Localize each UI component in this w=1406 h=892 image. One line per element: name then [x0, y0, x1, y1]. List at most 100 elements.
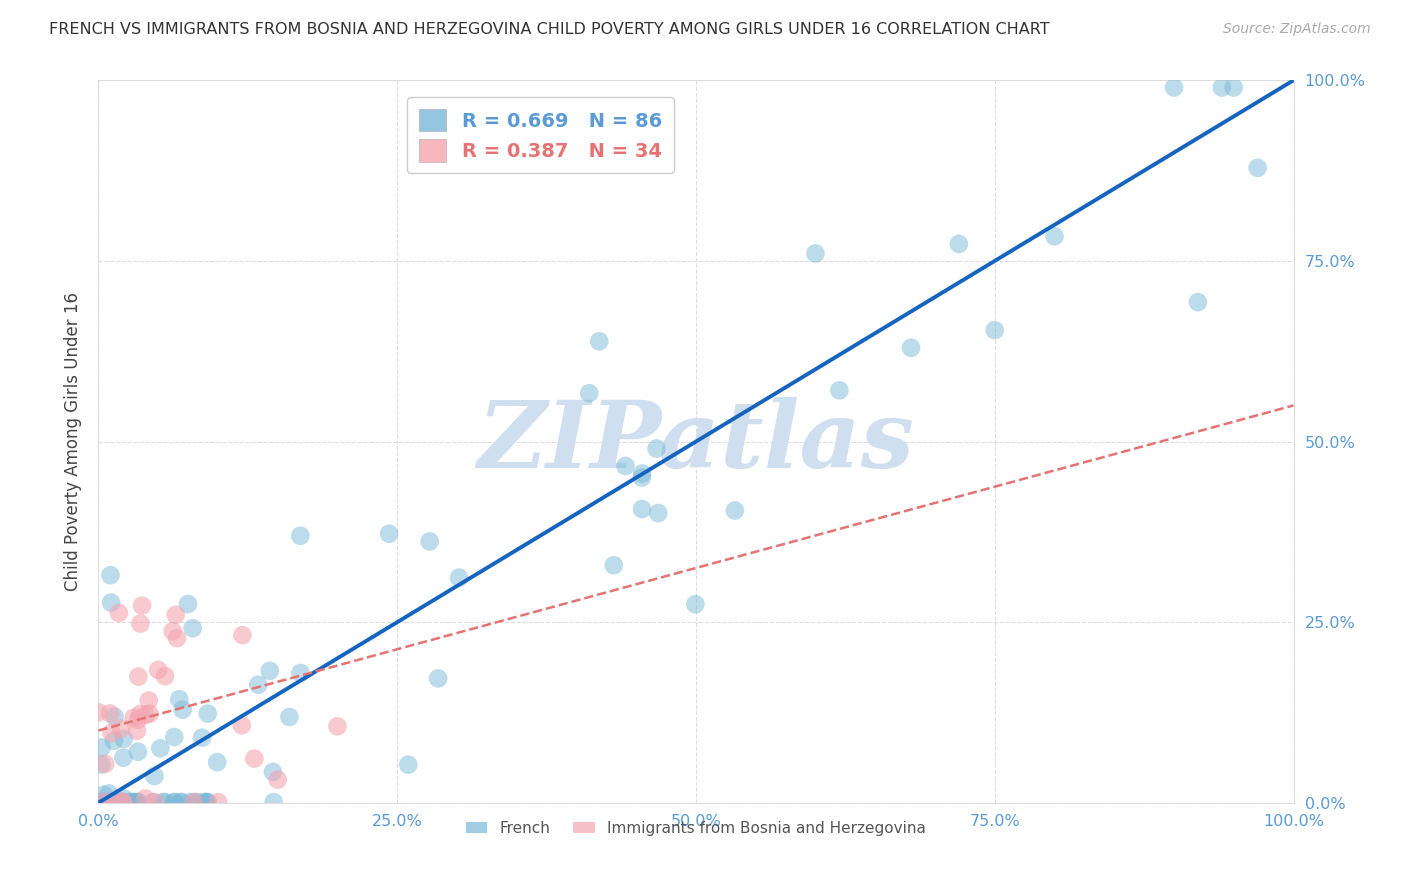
French — [121, 795, 143, 809]
French — [191, 731, 214, 745]
French — [149, 741, 172, 756]
French — [948, 236, 970, 251]
French — [195, 795, 218, 809]
French — [631, 502, 654, 516]
French — [103, 734, 125, 748]
French — [262, 764, 284, 779]
French — [685, 597, 707, 611]
Immigrants from Bosnia and Herzegovina — [135, 707, 157, 722]
French — [396, 757, 419, 772]
French — [1187, 295, 1209, 310]
French — [89, 795, 111, 809]
French — [724, 503, 747, 517]
Immigrants from Bosnia and Herzegovina — [183, 795, 205, 809]
Immigrants from Bosnia and Herzegovina — [153, 669, 176, 683]
French — [290, 665, 312, 680]
French — [194, 795, 217, 809]
French — [197, 795, 219, 809]
Immigrants from Bosnia and Herzegovina — [125, 723, 148, 738]
Immigrants from Bosnia and Herzegovina — [326, 719, 349, 733]
Immigrants from Bosnia and Herzegovina — [243, 751, 266, 765]
Immigrants from Bosnia and Herzegovina — [134, 791, 156, 805]
French — [124, 795, 146, 809]
Immigrants from Bosnia and Herzegovina — [138, 693, 160, 707]
French — [112, 731, 135, 746]
French — [278, 710, 301, 724]
Immigrants from Bosnia and Herzegovina — [162, 624, 184, 639]
Immigrants from Bosnia and Herzegovina — [127, 669, 149, 683]
Immigrants from Bosnia and Herzegovina — [131, 599, 153, 613]
Immigrants from Bosnia and Herzegovina — [231, 718, 253, 732]
French — [177, 597, 200, 611]
Immigrants from Bosnia and Herzegovina — [98, 795, 122, 809]
Legend: French, Immigrants from Bosnia and Herzegovina: French, Immigrants from Bosnia and Herze… — [460, 815, 932, 842]
French — [110, 795, 132, 809]
French — [631, 467, 654, 481]
French — [630, 470, 652, 484]
French — [804, 246, 827, 260]
French — [142, 795, 165, 809]
French — [183, 795, 205, 809]
French — [112, 795, 135, 809]
French — [263, 795, 285, 809]
Text: Source: ZipAtlas.com: Source: ZipAtlas.com — [1223, 22, 1371, 37]
French — [259, 664, 281, 678]
French — [181, 621, 204, 635]
Text: ZIPatlas: ZIPatlas — [478, 397, 914, 486]
French — [1211, 80, 1233, 95]
Immigrants from Bosnia and Herzegovina — [110, 722, 132, 736]
Immigrants from Bosnia and Herzegovina — [111, 795, 134, 809]
Immigrants from Bosnia and Herzegovina — [127, 713, 149, 727]
French — [169, 692, 191, 706]
Immigrants from Bosnia and Herzegovina — [87, 706, 110, 720]
French — [112, 791, 135, 805]
French — [1223, 80, 1246, 95]
French — [197, 706, 219, 721]
French — [447, 571, 470, 585]
French — [900, 341, 922, 355]
Immigrants from Bosnia and Herzegovina — [143, 795, 166, 809]
French — [90, 757, 112, 772]
French — [110, 795, 132, 809]
French — [100, 596, 122, 610]
Immigrants from Bosnia and Herzegovina — [98, 706, 121, 721]
French — [578, 386, 600, 401]
French — [128, 795, 150, 809]
French — [124, 795, 146, 809]
French — [163, 730, 186, 744]
French — [103, 709, 125, 723]
Immigrants from Bosnia and Herzegovina — [166, 631, 188, 645]
French — [645, 442, 668, 456]
French — [172, 795, 194, 809]
Immigrants from Bosnia and Herzegovina — [207, 795, 229, 809]
French — [94, 795, 117, 809]
French — [98, 787, 121, 801]
French — [155, 795, 177, 809]
French — [127, 745, 149, 759]
French — [89, 795, 111, 809]
French — [828, 384, 851, 398]
French — [127, 795, 149, 809]
French — [118, 795, 141, 809]
French — [205, 755, 228, 769]
French — [143, 769, 166, 783]
Y-axis label: Child Poverty Among Girls Under 16: Child Poverty Among Girls Under 16 — [63, 292, 82, 591]
French — [169, 795, 191, 809]
French — [984, 323, 1007, 337]
French — [588, 334, 610, 349]
Immigrants from Bosnia and Herzegovina — [231, 628, 253, 642]
French — [172, 703, 194, 717]
French — [427, 672, 450, 686]
French — [194, 795, 217, 809]
French — [1043, 229, 1066, 244]
French — [180, 795, 202, 809]
Immigrants from Bosnia and Herzegovina — [93, 795, 115, 809]
French — [122, 795, 145, 809]
French — [90, 740, 112, 755]
French — [419, 534, 441, 549]
French — [111, 795, 134, 809]
Immigrants from Bosnia and Herzegovina — [129, 616, 152, 631]
French — [1247, 161, 1270, 175]
French — [100, 795, 122, 809]
Immigrants from Bosnia and Herzegovina — [108, 606, 131, 620]
